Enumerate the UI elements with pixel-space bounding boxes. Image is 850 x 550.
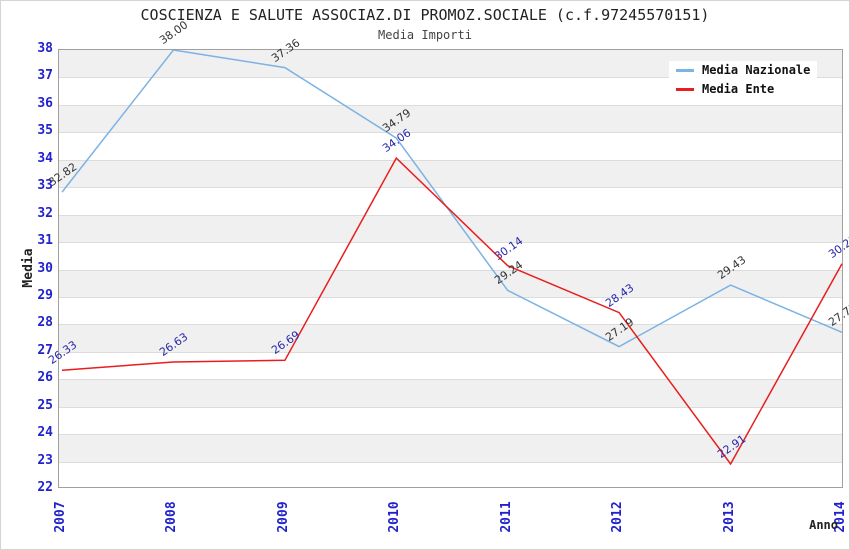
media-nazionale-line <box>61 50 843 348</box>
y-tick-label: 24 <box>37 425 53 441</box>
gridline <box>59 77 842 79</box>
x-axis-title: Anno <box>809 518 838 532</box>
y-tick-label: 32 <box>37 205 53 221</box>
y-tick-label: 30 <box>37 260 53 276</box>
gridline <box>59 104 842 106</box>
gridline <box>59 461 842 463</box>
gridline <box>59 214 842 216</box>
x-tick-label: 2007 <box>53 501 68 533</box>
x-tick-label: 2010 <box>387 501 403 533</box>
plot-area <box>58 49 843 488</box>
y-tick-label: 31 <box>37 233 53 249</box>
gridline <box>59 269 842 271</box>
x-tick-label: 2011 <box>498 501 514 533</box>
media-ente-line-swatch <box>676 87 694 91</box>
chart-subtitle: Media Importi <box>378 28 472 42</box>
y-tick-label: 38 <box>37 41 53 56</box>
x-tick-label: 2014 <box>833 501 848 533</box>
gridline <box>59 324 842 326</box>
media-ente-line <box>61 156 843 466</box>
y-tick-label: 33 <box>37 178 53 194</box>
y-tick-label: 34 <box>37 150 53 166</box>
y-tick-label: 27 <box>37 342 53 358</box>
legend-label-media-ente: Media Ente <box>702 82 775 96</box>
gridline <box>59 406 842 408</box>
y-tick-label: 29 <box>37 287 53 303</box>
y-tick-label: 36 <box>37 95 53 111</box>
y-tick-label: 22 <box>37 480 53 495</box>
gridline <box>59 187 842 189</box>
media-nazionale-line-swatch <box>676 68 694 72</box>
gridline <box>59 434 842 436</box>
legend-label-media-nazionale: Media Nazionale <box>702 63 811 77</box>
gridline <box>59 379 842 381</box>
gridline <box>59 242 842 244</box>
gridline <box>59 132 842 134</box>
legend: Media Nazionale Media Ente <box>669 61 818 98</box>
y-tick-label: 37 <box>37 68 53 84</box>
y-tick-label: 26 <box>37 370 53 386</box>
y-tick-label: 28 <box>37 315 53 331</box>
x-tick-label: 2009 <box>275 501 291 533</box>
y-tick-label: 25 <box>37 397 53 413</box>
stripe-band <box>59 214 842 243</box>
stripe-band <box>59 159 842 188</box>
y-tick-label: 35 <box>37 123 53 139</box>
stripe-band <box>59 269 842 297</box>
x-tick-label: 2012 <box>610 501 626 533</box>
stripe-band <box>59 379 842 407</box>
legend-item-media-ente: Media Ente <box>669 80 782 98</box>
x-tick-label: 2008 <box>164 501 180 533</box>
y-tick-label: 23 <box>37 452 53 468</box>
series-lines <box>61 50 843 466</box>
x-tick-label: 2013 <box>721 501 737 533</box>
gridline <box>59 296 842 298</box>
stripe-band <box>59 324 842 352</box>
gridline <box>59 351 842 353</box>
gridline <box>59 159 842 161</box>
chart-title: COSCIENZA E SALUTE ASSOCIAZ.DI PROMOZ.SO… <box>140 6 710 24</box>
legend-item-media-nazionale: Media Nazionale <box>669 61 818 79</box>
y-axis-title: Media <box>21 248 36 288</box>
stripe-band <box>59 104 842 133</box>
